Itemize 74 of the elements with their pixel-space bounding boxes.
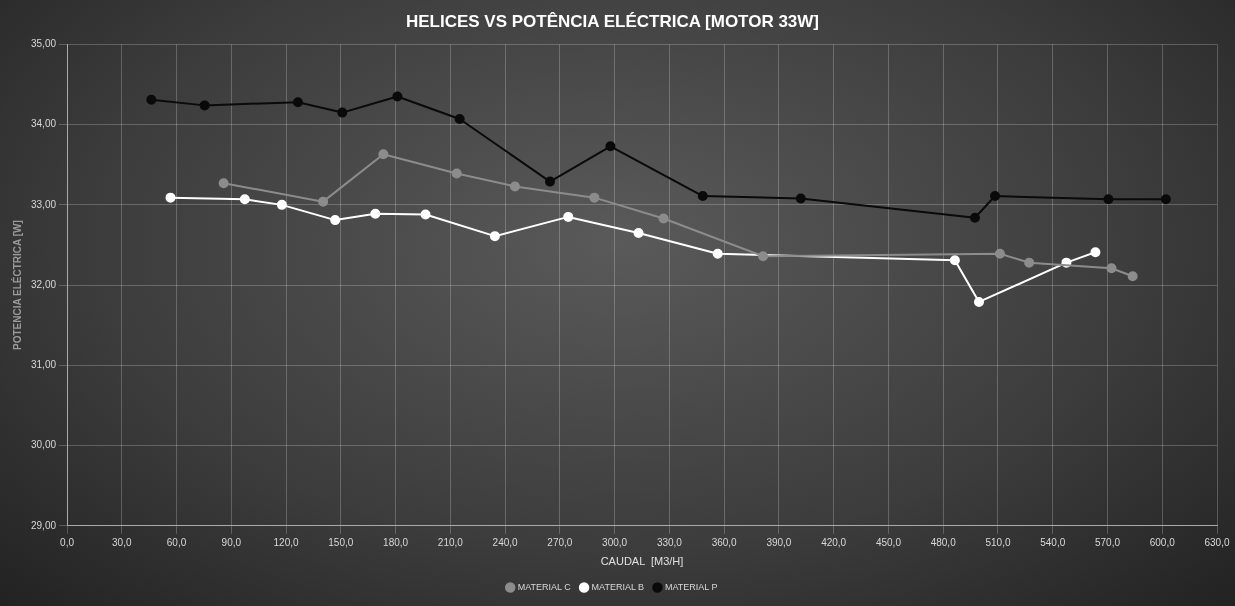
point (337, 107, 348, 118)
x-tick-label: 540,0 (1040, 536, 1066, 548)
point (949, 255, 960, 266)
x-tick-label: 420,0 (821, 536, 847, 548)
x-tick-label: 450,0 (875, 536, 902, 548)
x-tick-label: 390,0 (766, 536, 792, 548)
x-axis-title: CAUDAL [M3/H] (600, 555, 684, 568)
point (1127, 271, 1138, 282)
x-tick-label: 480,0 (930, 536, 957, 548)
legend-label: MATERIAL B (591, 581, 645, 592)
point (146, 94, 157, 105)
x-tick-label: 600,0 (1149, 536, 1176, 548)
y-tick-label: 31,00 (30, 359, 57, 371)
point (292, 97, 303, 108)
point (633, 227, 644, 238)
y-tick-label: 33,00 (30, 198, 57, 210)
x-tick-label: 270,0 (547, 536, 573, 548)
x-tick-label: 0,0 (60, 536, 75, 548)
y-tick-label: 32,00 (30, 278, 57, 290)
chart-title: HELICES VS POTÊNCIA ELÉCTRICA [MOTOR 33W] (405, 11, 820, 31)
point (489, 231, 500, 242)
x-tick-label: 180,0 (383, 536, 409, 548)
point (378, 149, 389, 160)
point (454, 114, 465, 125)
point (697, 191, 708, 202)
point (318, 196, 329, 207)
x-tick-label: 120,0 (273, 536, 300, 548)
point (392, 91, 403, 102)
y-tick-label: 30,00 (30, 439, 57, 451)
point (199, 100, 210, 111)
point (239, 194, 250, 205)
x-tick-label: 330,0 (656, 536, 683, 548)
point (1090, 247, 1101, 258)
y-tick-label: 29,00 (30, 519, 57, 531)
point (165, 192, 176, 203)
point (218, 178, 229, 189)
x-tick-label: 150,0 (328, 536, 354, 548)
point (795, 193, 806, 204)
y-tick-label: 35,00 (30, 38, 57, 50)
point (1160, 194, 1171, 205)
x-tick-label: 630,0 (1204, 536, 1230, 548)
point (658, 213, 669, 224)
point (969, 212, 980, 223)
x-tick-label: 240,0 (492, 536, 519, 548)
point (589, 192, 600, 203)
point (1103, 194, 1114, 205)
point (712, 248, 723, 259)
point (420, 209, 431, 220)
point (605, 141, 616, 152)
point (451, 168, 462, 179)
point (330, 215, 341, 226)
legend-label: MATERIAL P (664, 581, 718, 592)
point (370, 208, 381, 219)
x-tick-label: 300,0 (602, 536, 628, 548)
y-axis-title: POTENCIA ELÉCTRICA [W] (10, 220, 23, 351)
point (994, 248, 1005, 259)
point (276, 199, 287, 210)
x-tick-label: 90,0 (221, 536, 242, 548)
point (545, 176, 556, 187)
y-tick-label: 34,00 (30, 118, 57, 130)
point (509, 181, 520, 192)
x-tick-label: 210,0 (437, 536, 464, 548)
point (1024, 257, 1035, 268)
point (973, 296, 984, 307)
x-tick-label: 510,0 (985, 536, 1011, 548)
x-tick-label: 30,0 (112, 536, 132, 548)
point (990, 191, 1001, 202)
x-tick-label: 60,0 (166, 536, 187, 548)
legend-label: MATERIAL C (517, 581, 572, 592)
point (758, 251, 769, 262)
x-tick-label: 360,0 (711, 536, 738, 548)
point (563, 211, 574, 222)
x-tick-label: 570,0 (1094, 536, 1121, 548)
point (1106, 263, 1117, 274)
